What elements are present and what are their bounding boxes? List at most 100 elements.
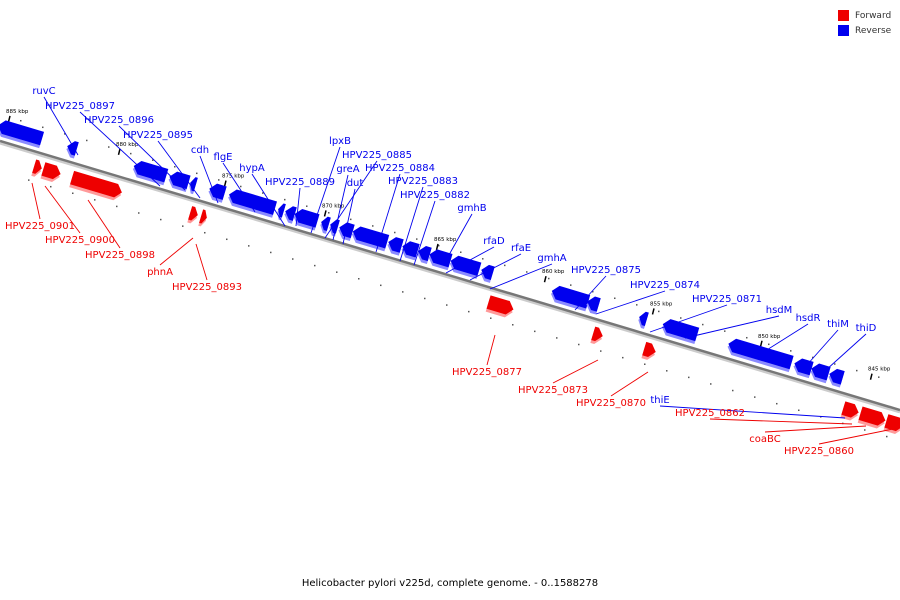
- track-dot: [328, 212, 330, 214]
- gene-label-leader: [79, 111, 161, 187]
- gene-label-leader: [489, 263, 553, 290]
- gene-label: HPV225_0860: [784, 446, 854, 457]
- track-dot: [130, 152, 132, 155]
- track-dot: [306, 205, 308, 207]
- gene-label: thiM: [827, 319, 849, 330]
- gene-label: coaBC: [749, 434, 780, 445]
- gene-label-leader: [610, 371, 649, 397]
- track-dot: [482, 258, 484, 260]
- gene-body: [450, 255, 482, 276]
- gene-arrow: [417, 246, 432, 265]
- gene-label-leader: [399, 186, 424, 262]
- gene-label-leader: [44, 185, 81, 234]
- gene-arrow: [277, 203, 286, 221]
- gene-label-leader: [87, 199, 121, 249]
- gene-body: [229, 189, 277, 215]
- gene-arrow: [480, 264, 495, 283]
- gene-label-leader: [469, 253, 522, 281]
- track-dot: [314, 264, 316, 267]
- track-dot: [658, 310, 660, 313]
- gene-arrow: [586, 296, 601, 315]
- gene-body: [285, 206, 297, 221]
- gene-label: HPV225_0893: [172, 282, 242, 293]
- gene-label-leader: [764, 425, 867, 433]
- gene-body: [811, 363, 831, 381]
- gene-body: [330, 219, 340, 234]
- gene-label: hsdM: [766, 305, 793, 316]
- gene-label: gmhA: [537, 253, 566, 264]
- track-dot: [768, 343, 770, 346]
- gene-body: [32, 159, 42, 174]
- gene-arrow: [428, 249, 453, 271]
- track-dot: [746, 336, 748, 339]
- gene-body: [486, 295, 514, 315]
- gene-body: [728, 338, 794, 370]
- reverse-swatch: [838, 25, 849, 36]
- gene-arrow: [485, 295, 514, 318]
- scale-tick-label: 860 kbp: [542, 269, 565, 275]
- scale-tick-label: 875 kbp: [222, 174, 245, 180]
- gene-body: [794, 358, 814, 376]
- track-dot: [174, 166, 176, 168]
- gene-body: [551, 285, 591, 309]
- track-dot: [350, 218, 352, 221]
- gene-label: ruvC: [32, 86, 55, 97]
- track-dot: [196, 172, 198, 175]
- track-dot: [402, 291, 404, 293]
- scale-tick-label: 855 kbp: [650, 301, 673, 307]
- gene-label-leader: [574, 275, 607, 311]
- gene-arrow: [66, 141, 79, 159]
- gene-arrow: [293, 209, 320, 231]
- gene-label: HPV225_0874: [630, 280, 700, 291]
- track-dot: [534, 330, 536, 333]
- gene-label: HPV225_0884: [365, 163, 435, 174]
- track-dot: [284, 198, 286, 201]
- scale-tick-label: 845 kbp: [868, 367, 891, 373]
- track-dot: [490, 317, 492, 319]
- track-dot: [226, 238, 228, 241]
- gene-arrow: [449, 255, 482, 279]
- gene-label: flgE: [214, 152, 233, 163]
- gene-label: cdh: [191, 145, 209, 156]
- track-dot: [526, 271, 528, 273]
- forward-swatch: [838, 10, 849, 21]
- gene-body: [884, 414, 900, 432]
- gene-label-leader: [332, 174, 349, 241]
- gene-label-leader: [159, 237, 194, 266]
- scale-tick: [323, 210, 327, 217]
- track-dot: [548, 277, 550, 280]
- gene-label: HPV225_0882: [400, 190, 470, 201]
- track-dot: [570, 284, 572, 286]
- track-dot: [42, 126, 44, 129]
- track-dot: [600, 350, 602, 352]
- gene-label-leader: [805, 329, 839, 367]
- gene-arrow: [198, 209, 207, 227]
- track-dot: [886, 435, 888, 438]
- gene-arrow: [727, 338, 794, 373]
- gene-label-leader: [199, 155, 219, 204]
- scale-tick: [651, 308, 655, 315]
- track-dot: [108, 146, 110, 148]
- gene-label: dut: [347, 178, 364, 189]
- gene-label-leader: [375, 173, 401, 253]
- gene-arrow: [810, 363, 831, 384]
- track-dot: [512, 324, 514, 326]
- gene-arrow: [351, 226, 390, 252]
- gene-arrow: [338, 222, 355, 242]
- track-dot: [86, 139, 88, 142]
- scale-tick-label: 880 kbp: [116, 142, 139, 148]
- gene-label-leader: [310, 146, 341, 234]
- legend-forward-label: Forward: [855, 10, 892, 21]
- track-dot: [878, 376, 880, 378]
- legend-reverse: Reverse: [838, 23, 891, 38]
- gene-arrow: [638, 311, 649, 329]
- gene-arrow: [401, 241, 420, 261]
- gene-arrow: [590, 326, 603, 345]
- track-dot: [160, 218, 162, 221]
- gene-body: [429, 249, 453, 268]
- gene-body: [642, 341, 656, 357]
- gene-arrow: [828, 368, 845, 388]
- backbone-line: [0, 139, 900, 412]
